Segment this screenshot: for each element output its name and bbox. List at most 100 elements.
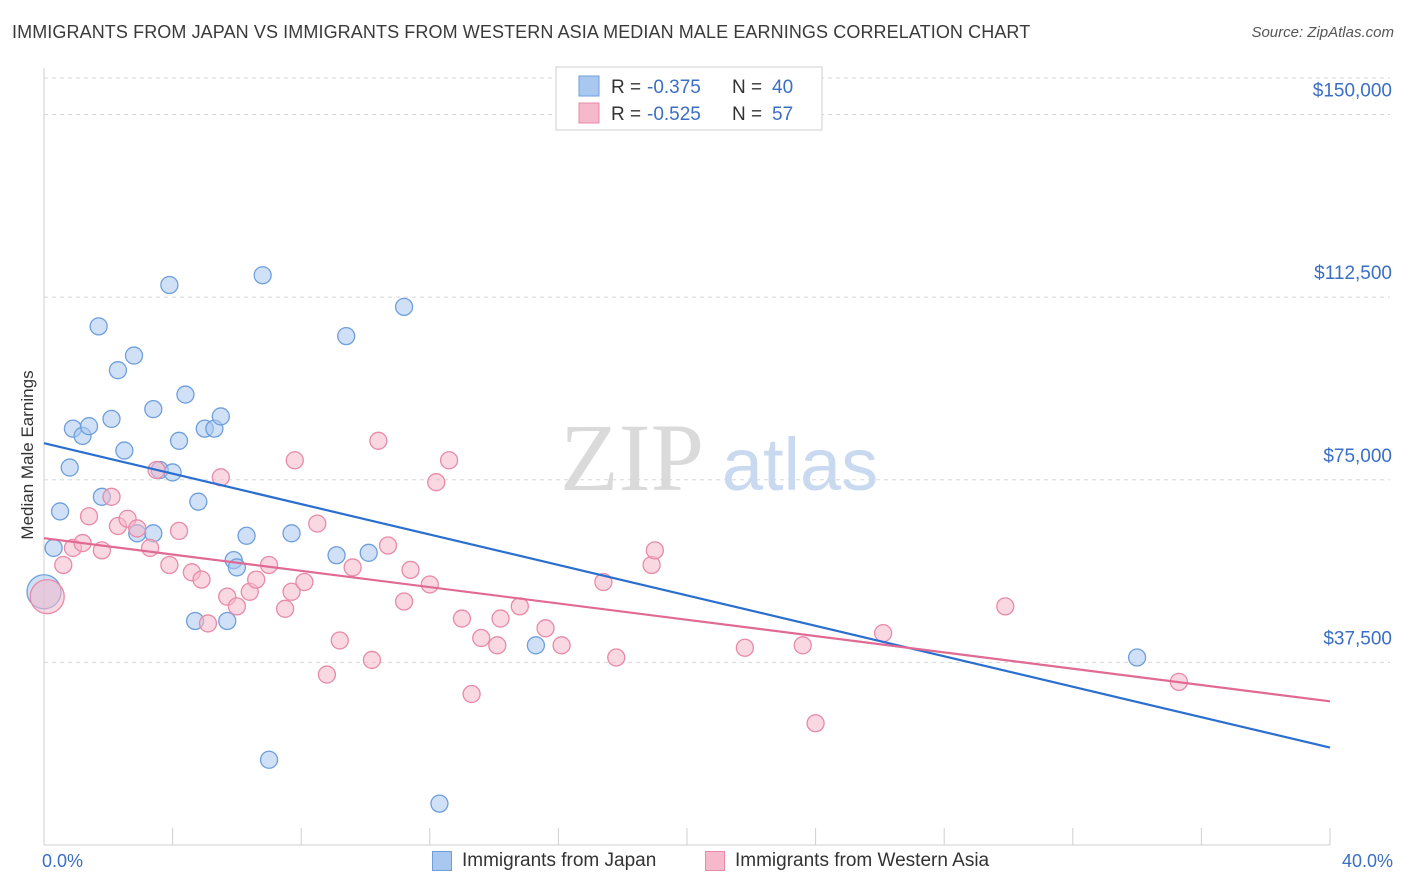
- wasia-point: [427, 473, 446, 492]
- japan-point: [337, 326, 356, 346]
- wasia-point: [285, 451, 304, 470]
- wasia-point: [378, 536, 398, 555]
- japan-point: [144, 399, 163, 419]
- y-tick-labels: $37,500 $75,000 $112,500 $150,000: [1313, 81, 1392, 650]
- y-tick-label: $112,500: [1314, 263, 1392, 284]
- japan-point: [176, 385, 195, 404]
- legend-r-value-2: -0.525: [647, 104, 701, 125]
- wasia-point: [102, 487, 121, 506]
- watermark-zip: ZIP: [560, 404, 704, 511]
- japan-point: [211, 407, 230, 426]
- japan-point: [79, 417, 99, 436]
- wasia-point: [594, 572, 613, 592]
- svg-text:R = -0.375 N =: R = -0.375 N = 40: [611, 77, 793, 98]
- wasia-point: [873, 624, 893, 643]
- japan-point: [169, 431, 189, 450]
- wasia-point: [488, 636, 507, 655]
- x-tick-min: 0.0%: [42, 851, 84, 871]
- japan-trend-line: [43, 442, 1331, 749]
- japan-point: [259, 750, 279, 769]
- wasia-point: [330, 631, 349, 650]
- wasia-point: [192, 570, 211, 589]
- wasia-point: [227, 597, 247, 616]
- bottom-legend-japan: Immigrants from Japan: [432, 850, 656, 872]
- wasia-point: [29, 578, 65, 615]
- japan-point: [160, 275, 179, 295]
- wasia-trend-line: [43, 537, 1331, 703]
- wasia-point: [472, 628, 491, 648]
- source-label: Source: ZipAtlas.com: [1251, 24, 1394, 41]
- japan-point: [102, 409, 121, 429]
- wasia-point: [510, 597, 529, 616]
- legend-n-label-2: N =: [732, 104, 767, 125]
- wasia-point: [140, 538, 160, 558]
- legend-r-label-2: R =: [611, 104, 646, 125]
- wasia-point: [793, 636, 812, 655]
- wasia-point: [362, 650, 382, 670]
- japan-point: [526, 636, 546, 655]
- gridlines: [44, 77, 1390, 663]
- legend-swatch-wasia: [578, 102, 600, 124]
- japan-point: [253, 266, 272, 285]
- japan-point: [124, 346, 144, 365]
- wasia-point: [369, 431, 388, 450]
- legend-swatch-japan: [578, 75, 600, 97]
- watermark-atlas: atlas: [722, 423, 878, 506]
- y-tick-label: $75,000: [1323, 446, 1392, 467]
- svg-text:R = -0.525 N =: R = -0.525 N = 57: [611, 104, 793, 125]
- wasia-point: [491, 609, 510, 628]
- wasia-point: [401, 560, 420, 580]
- axes: [43, 68, 1331, 846]
- japan-point: [1127, 648, 1147, 667]
- data-points: [26, 266, 1189, 813]
- wasia-point: [275, 599, 295, 618]
- legend-r-value-1: -0.375: [647, 77, 701, 98]
- japan-point: [108, 361, 128, 380]
- x-tick-max: 40.0%: [1341, 851, 1393, 871]
- wasia-point: [282, 582, 301, 601]
- japan-point: [359, 543, 378, 562]
- chart-title: IMMIGRANTS FROM JAPAN VS IMMIGRANTS FROM…: [12, 22, 1031, 42]
- wasia-point: [452, 609, 472, 628]
- japan-point: [394, 297, 414, 317]
- wasia-point: [607, 648, 626, 667]
- wasia-point: [79, 507, 99, 526]
- wasia-point: [420, 575, 439, 594]
- japan-point: [237, 526, 256, 545]
- bottom-legend-wasia-label: Immigrants from Western Asia: [735, 850, 990, 871]
- wasia-point: [169, 521, 189, 541]
- y-tick-label: $150,000: [1313, 81, 1392, 102]
- bottom-legend-swatch-japan: [432, 851, 452, 871]
- bottom-legend-wasia: Immigrants from Western Asia: [705, 850, 989, 872]
- wasia-point: [462, 684, 481, 704]
- wasia-point: [536, 619, 555, 638]
- bottom-legend-japan-label: Immigrants from Japan: [462, 850, 657, 871]
- wasia-point: [54, 555, 73, 575]
- japan-point: [115, 441, 134, 460]
- japan-point: [282, 524, 301, 543]
- japan-point: [430, 794, 449, 813]
- wasia-point: [735, 638, 755, 657]
- legend-n-value-2: 57: [772, 104, 793, 125]
- legend: R = -0.375 N = 40 R = -0.525 N = 57: [555, 66, 823, 131]
- wasia-point: [308, 514, 327, 533]
- japan-point: [218, 611, 237, 631]
- y-tick-label: $37,500: [1323, 628, 1392, 649]
- japan-point: [44, 538, 63, 558]
- wasia-point: [198, 614, 218, 633]
- wasia-point: [295, 572, 314, 592]
- legend-r-label-1: R =: [611, 77, 646, 98]
- wasia-point: [343, 558, 362, 577]
- wasia-point: [394, 592, 414, 611]
- legend-n-value-1: 40: [772, 77, 793, 98]
- legend-n-label-1: N =: [732, 77, 767, 98]
- japan-point: [50, 502, 70, 521]
- trend-lines: [43, 442, 1331, 749]
- wasia-point: [439, 451, 459, 470]
- bottom-legend-swatch-wasia: [705, 851, 725, 871]
- wasia-point: [160, 555, 179, 575]
- wasia-point: [996, 597, 1015, 616]
- wasia-point: [806, 714, 825, 733]
- wasia-point: [552, 636, 571, 655]
